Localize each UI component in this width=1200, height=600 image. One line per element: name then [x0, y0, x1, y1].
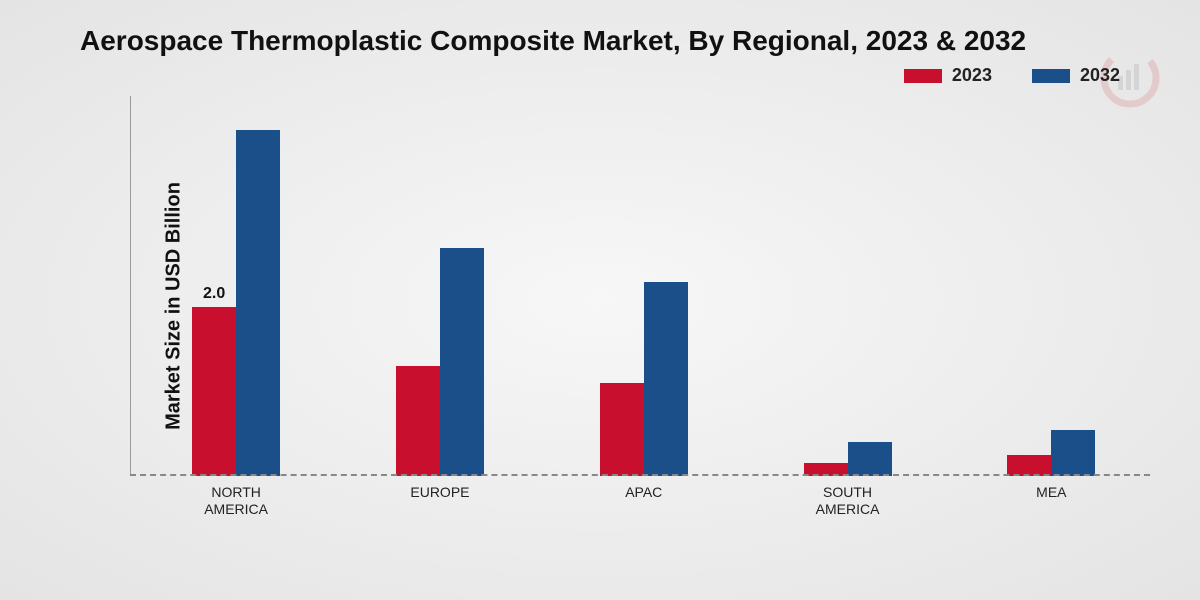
bar-group: EUROPE: [396, 248, 484, 476]
bar-2023: [1007, 455, 1051, 476]
bar-2023: [600, 383, 644, 476]
bar-2032: [236, 130, 280, 476]
bar-2032: [848, 442, 892, 476]
bar-value-label: 2.0: [203, 285, 225, 303]
bar-2023: [396, 366, 440, 476]
legend: 2023 2032: [30, 65, 1120, 86]
bar-group: SOUTHAMERICA: [804, 442, 892, 476]
plot-area: Market Size in USD Billion 2.0NORTHAMERI…: [100, 96, 1150, 516]
legend-swatch-2032: [1032, 69, 1070, 83]
bar-2023: 2.0: [192, 307, 236, 476]
legend-item-2023: 2023: [904, 65, 992, 86]
x-axis-label: EUROPE: [380, 484, 500, 501]
x-axis-label: SOUTHAMERICA: [788, 484, 908, 518]
chart-title: Aerospace Thermoplastic Composite Market…: [80, 25, 1170, 57]
bar-group: APAC: [600, 282, 688, 476]
legend-label-2023: 2023: [952, 65, 992, 86]
legend-swatch-2023: [904, 69, 942, 83]
bars-region: 2.0NORTHAMERICA EUROPE APAC SOUTHAMERICA MEA: [130, 96, 1150, 476]
x-axis-label: MEA: [991, 484, 1111, 501]
bar-group: 2.0NORTHAMERICA: [192, 130, 280, 476]
legend-item-2032: 2032: [1032, 65, 1120, 86]
chart-container: Aerospace Thermoplastic Composite Market…: [0, 0, 1200, 600]
bar-2032: [1051, 430, 1095, 476]
x-axis-label: NORTHAMERICA: [176, 484, 296, 518]
baseline: [130, 474, 1150, 476]
bar-group: MEA: [1007, 430, 1095, 476]
bar-2032: [644, 282, 688, 476]
x-axis-label: APAC: [584, 484, 704, 501]
legend-label-2032: 2032: [1080, 65, 1120, 86]
bar-2032: [440, 248, 484, 476]
